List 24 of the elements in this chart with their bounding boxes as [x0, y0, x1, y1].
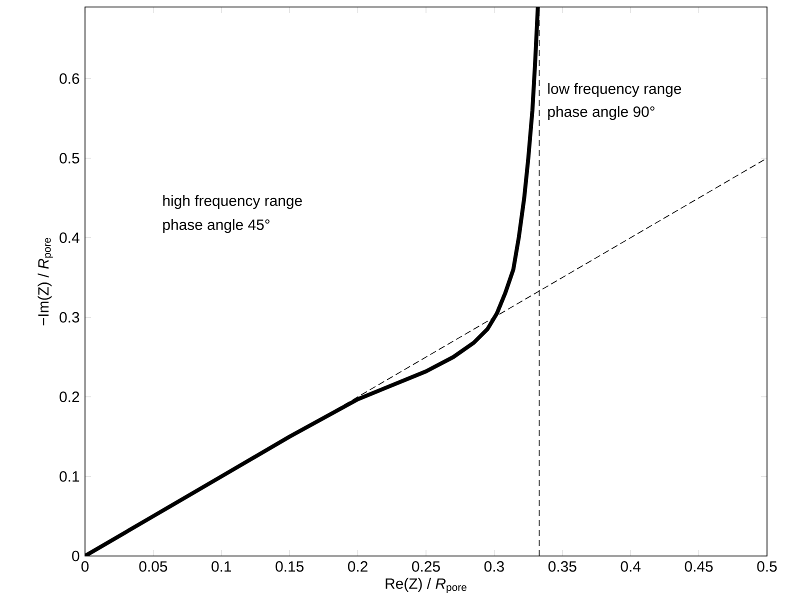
y-tick-label: 0.4 [60, 232, 80, 244]
y-axis-title: −Im(Z) / R$_{pore}$ [38, 238, 53, 326]
y-tick-label: 0 [72, 550, 80, 562]
x-tick-label: 0.05 [139, 561, 168, 572]
x-tick-label: 0.25 [412, 561, 440, 572]
x-axis-title: Re(Z) / R$_{pore}$ [386, 578, 466, 594]
x-tick-label: 0.5 [757, 561, 777, 572]
annotation: phase angle 90° [548, 106, 654, 120]
x-tick-label: 0.1 [212, 561, 232, 572]
x-tick-label: 0.35 [548, 561, 576, 572]
x-tick-label: 0.2 [348, 561, 368, 572]
x-tick-label: 0.4 [620, 561, 641, 572]
x-tick-label: 0.3 [484, 561, 504, 572]
y-tick-label: 0.3 [60, 312, 80, 323]
y-tick-label: 0.2 [60, 392, 80, 402]
annotation: phase angle 45° [163, 219, 270, 233]
y-tick-label: 0.5 [60, 152, 80, 164]
annotation: low frequency range [548, 83, 682, 97]
x-tick-label: 0 [81, 561, 89, 572]
x-tick-label: 0.15 [276, 561, 304, 572]
annotation: high frequency range [163, 195, 302, 209]
y-tick-label: 0.1 [60, 471, 80, 482]
x-tick-label: 0.45 [684, 561, 713, 572]
y-tick-label: 0.6 [60, 73, 80, 84]
